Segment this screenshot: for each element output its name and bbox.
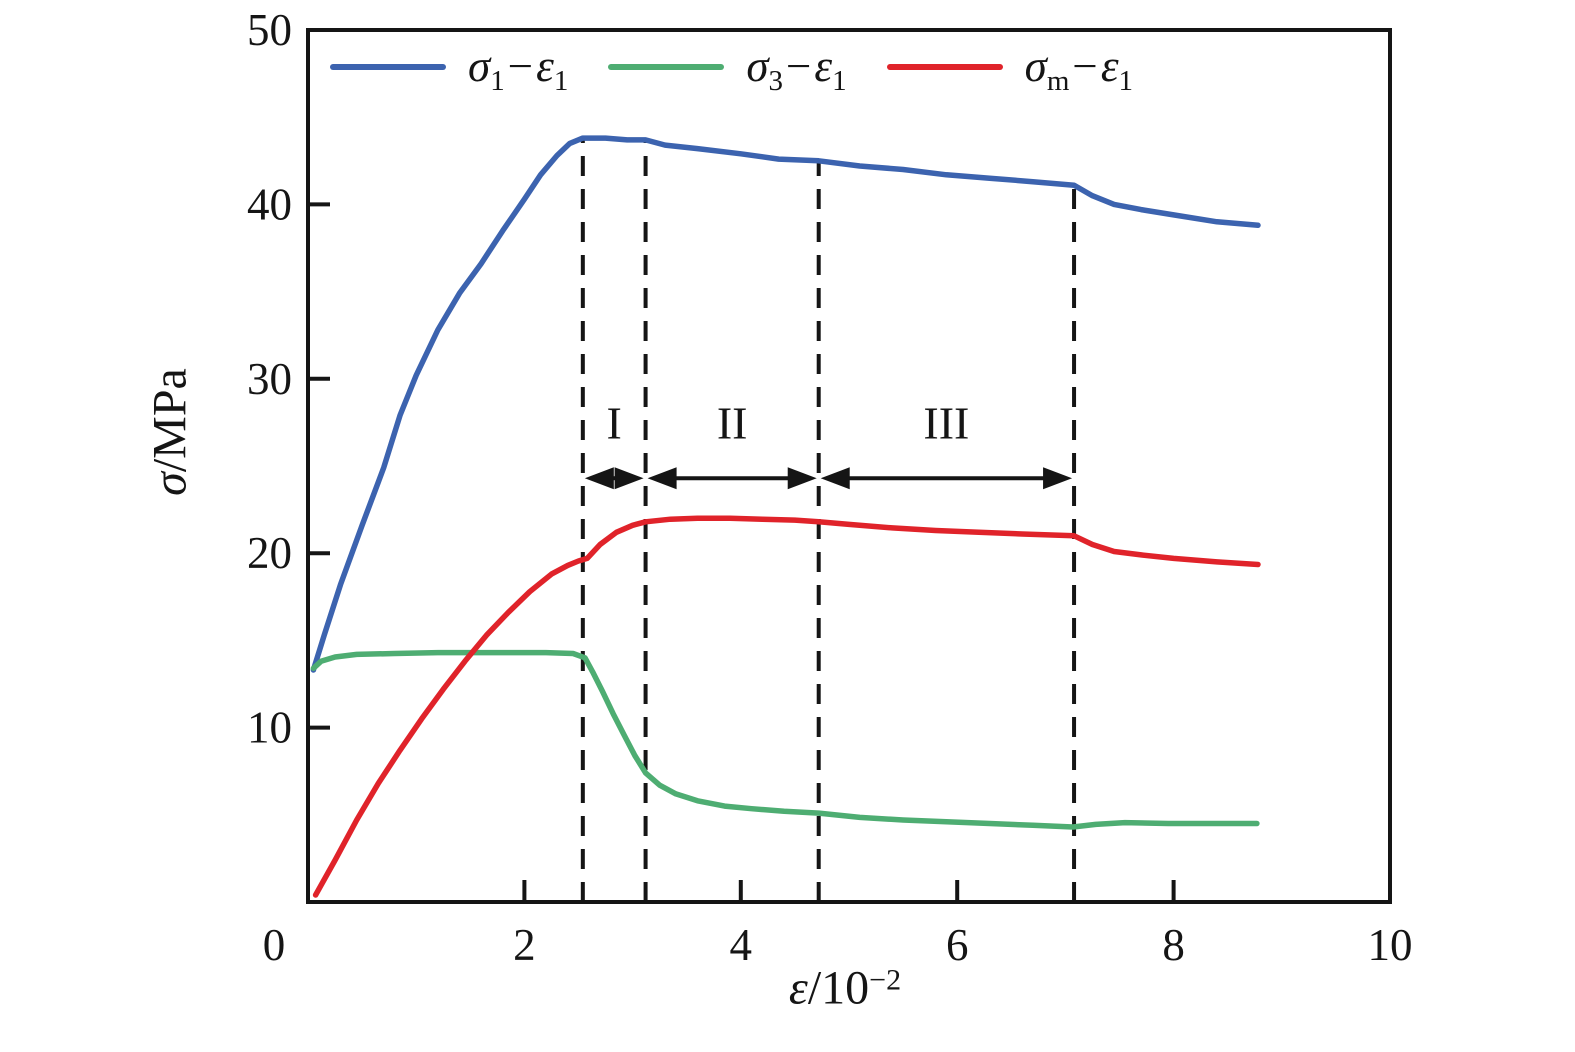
y-tick-label: 20 <box>247 528 292 578</box>
arrow-head-left <box>647 467 677 490</box>
arrow-head-right <box>787 467 817 490</box>
sigma-symbol: σ <box>746 41 769 91</box>
x-tick-label: 8 <box>1162 920 1185 970</box>
sigma-symbol: σ <box>468 41 491 91</box>
legend-item-sigmam: σm−ε1 <box>886 41 1133 96</box>
y-tick-label: 40 <box>247 179 292 229</box>
sigma-symbol: σ <box>1024 41 1047 91</box>
arrow-head-right <box>1043 467 1073 490</box>
x-tick-label: 6 <box>946 920 969 970</box>
x-axis-unit: /10 <box>807 961 870 1015</box>
chart-legend: σ1−ε1 σ3−ε1 σm−ε1 <box>330 41 1133 96</box>
epsilon-symbol: ε <box>1100 41 1119 91</box>
minus-sign: − <box>786 41 812 91</box>
legend-item-sigma1: σ1−ε1 <box>330 41 568 96</box>
epsilon-symbol: ε <box>788 961 808 1015</box>
plot-frame <box>306 28 1392 904</box>
epsilon-symbol: ε <box>536 41 554 91</box>
epsilon-subscript: 1 <box>1118 65 1134 97</box>
legend-line-sample-sigma3 <box>608 63 725 70</box>
sigma-subscript: 3 <box>768 65 784 97</box>
minus-sign: − <box>1072 41 1098 91</box>
y-tick-label: 30 <box>247 354 292 404</box>
x-axis-exponent: −2 <box>869 963 902 997</box>
region-label-II: II <box>717 397 748 448</box>
sigma-subscript: 1 <box>490 65 505 97</box>
legend-line-sample-sigma1 <box>330 63 446 70</box>
legend-line-sample-sigmam <box>886 63 1003 70</box>
x-tick-label: 2 <box>513 920 536 970</box>
x-tick-label: 10 <box>1368 920 1413 970</box>
sigma-subscript: m <box>1046 65 1070 97</box>
legend-label-sigma1: σ1−ε1 <box>468 41 568 96</box>
y-tick-label: 50 <box>247 5 292 55</box>
curve-series-3 <box>312 515 1261 898</box>
x-axis-title: ε/10−2 <box>789 961 901 1016</box>
x-tick-label: 4 <box>730 920 753 970</box>
curve-series-1 <box>310 135 1261 673</box>
y-tick-label: 10 <box>247 703 292 753</box>
epsilon-subscript: 1 <box>832 65 847 97</box>
legend-label-sigmam: σm−ε1 <box>1024 41 1133 96</box>
curve-series-2 <box>310 649 1260 830</box>
arrow-head-left <box>584 467 614 490</box>
region-label-III: III <box>923 397 969 448</box>
sigma-symbol: σ <box>143 472 197 496</box>
legend-item-sigma3: σ3−ε1 <box>608 41 847 96</box>
arrow-head-right <box>614 467 644 490</box>
y-axis-title: σ/MPa <box>143 368 198 496</box>
epsilon-symbol: ε <box>814 41 833 91</box>
minus-sign: − <box>507 41 534 91</box>
legend-label-sigma3: σ3−ε1 <box>746 41 846 96</box>
x-tick-label: 0 <box>263 920 286 970</box>
arrow-head-left <box>820 467 850 490</box>
epsilon-subscript: 1 <box>553 65 569 97</box>
y-axis-unit: /MPa <box>143 368 197 473</box>
region-label-I: I <box>607 397 622 448</box>
